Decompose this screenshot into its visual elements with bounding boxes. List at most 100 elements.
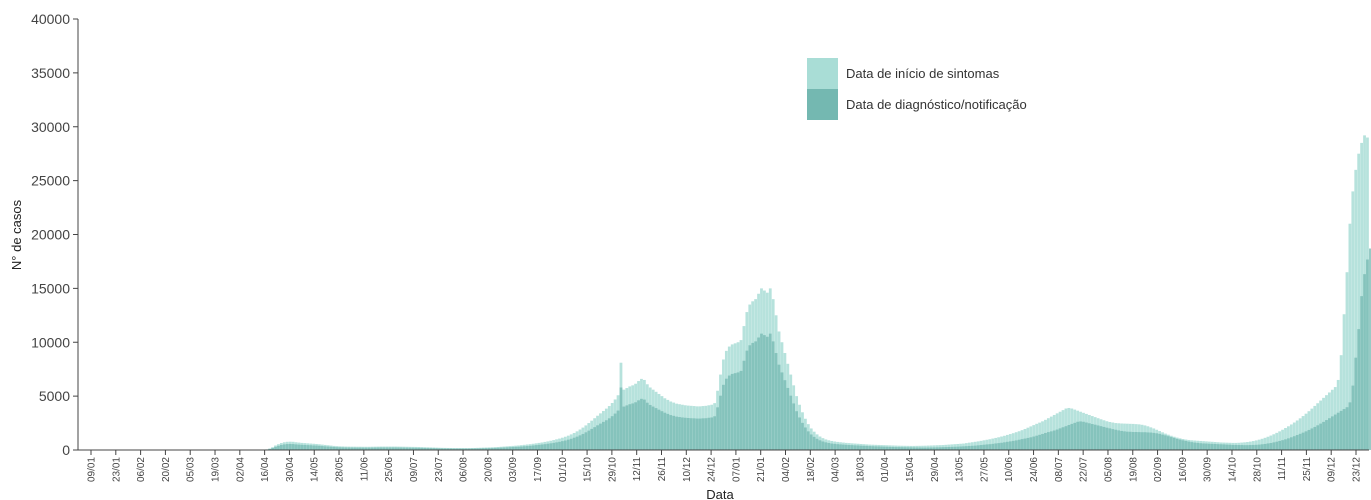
bar-diagnosis xyxy=(373,447,377,450)
bar-diagnosis xyxy=(780,372,784,450)
bar-diagnosis xyxy=(912,447,916,450)
bar-diagnosis xyxy=(306,445,310,450)
bar-diagnosis xyxy=(566,439,570,450)
bar-diagnosis xyxy=(1041,433,1044,450)
bar-diagnosis xyxy=(408,447,412,450)
bar-diagnosis xyxy=(581,433,585,450)
bar-diagnosis xyxy=(326,446,330,450)
bar-diagnosis xyxy=(502,447,506,450)
x-tick-label: 21/01 xyxy=(756,457,767,482)
bar-diagnosis xyxy=(929,447,933,450)
bar-diagnosis xyxy=(801,422,804,450)
x-tick-label: 11/06 xyxy=(359,457,370,482)
x-tick-label: 01/04 xyxy=(880,457,891,482)
bar-diagnosis xyxy=(279,444,283,450)
bar-diagnosis xyxy=(1090,424,1094,450)
bar-diagnosis xyxy=(505,447,509,450)
bar-diagnosis xyxy=(1316,425,1320,450)
bar-diagnosis xyxy=(525,446,529,450)
bar-diagnosis xyxy=(935,447,939,450)
bar-symptom-onset xyxy=(1281,429,1284,450)
bar-diagnosis xyxy=(610,416,614,450)
bar-diagnosis xyxy=(470,448,474,450)
bar-diagnosis xyxy=(426,448,430,450)
bar-diagnosis xyxy=(613,413,617,450)
bar-diagnosis xyxy=(291,444,295,450)
bar-diagnosis xyxy=(722,384,725,450)
bar-diagnosis xyxy=(739,370,743,450)
bar-diagnosis xyxy=(320,446,324,450)
y-tick-label: 35000 xyxy=(31,65,70,81)
bar-diagnosis xyxy=(569,438,573,450)
bar-diagnosis xyxy=(1000,442,1003,450)
bar-diagnosis xyxy=(973,445,977,450)
bar-diagnosis xyxy=(479,448,482,450)
bar-diagnosis xyxy=(1322,421,1325,450)
bar-diagnosis xyxy=(514,446,517,450)
bar-diagnosis xyxy=(1055,429,1059,450)
bar-diagnosis xyxy=(645,402,649,450)
bar-diagnosis xyxy=(651,406,655,450)
x-tick-label: 13/05 xyxy=(955,457,966,482)
bar-symptom-onset xyxy=(1351,191,1355,450)
bar-diagnosis xyxy=(962,446,965,450)
bar-symptom-onset xyxy=(1354,169,1358,450)
bar-diagnosis xyxy=(411,447,415,450)
bar-diagnosis xyxy=(1292,436,1296,450)
bar-diagnosis xyxy=(953,446,957,450)
bar-diagnosis xyxy=(318,445,321,450)
x-tick-label: 23/07 xyxy=(434,457,445,482)
bar-diagnosis xyxy=(1366,259,1369,450)
bar-diagnosis xyxy=(874,446,878,450)
bar-diagnosis xyxy=(716,407,719,450)
bar-diagnosis xyxy=(1360,296,1363,450)
bar-diagnosis xyxy=(777,364,781,450)
bar-diagnosis xyxy=(1213,443,1217,450)
legend-swatch-diagnosis xyxy=(807,89,838,120)
legend-label-diagnosis: Data de diagnóstico/notificação xyxy=(846,97,1027,112)
bar-diagnosis xyxy=(1298,433,1302,450)
bar-diagnosis xyxy=(1319,423,1323,450)
bar-diagnosis xyxy=(604,420,608,450)
bar-diagnosis xyxy=(724,378,728,450)
bar-diagnosis xyxy=(364,447,368,450)
bar-diagnosis xyxy=(979,445,983,450)
bar-diagnosis xyxy=(1023,438,1027,450)
bar-diagnosis xyxy=(1278,440,1282,450)
bar-diagnosis xyxy=(484,448,488,450)
x-tick-label: 10/06 xyxy=(1004,457,1015,482)
bar-diagnosis xyxy=(648,404,652,450)
bar-symptom-onset xyxy=(1287,426,1290,450)
y-tick-label: 30000 xyxy=(31,119,70,135)
bar-diagnosis xyxy=(452,448,456,450)
bar-diagnosis xyxy=(1117,430,1121,450)
bar-diagnosis xyxy=(1266,443,1270,450)
y-axis-label: N° de casos xyxy=(9,199,24,270)
bar-diagnosis xyxy=(1046,432,1050,450)
y-tick-label: 40000 xyxy=(31,11,70,27)
y-tick-label: 20000 xyxy=(31,227,70,243)
bar-diagnosis xyxy=(341,447,345,450)
bar-diagnosis xyxy=(985,444,989,450)
bar-diagnosis xyxy=(941,447,945,450)
bar-diagnosis xyxy=(903,447,907,450)
x-tick-label: 19/03 xyxy=(211,457,222,482)
bar-diagnosis xyxy=(1120,430,1123,450)
legend: Data de início de sintomas Data de diagn… xyxy=(807,58,1027,120)
bar-diagnosis xyxy=(871,446,875,450)
bar-diagnosis xyxy=(361,447,365,450)
bar-diagnosis xyxy=(1134,432,1138,450)
bar-diagnosis xyxy=(1146,432,1150,450)
bar-diagnosis xyxy=(1216,444,1220,450)
legend-label-symptom-onset: Data de início de sintomas xyxy=(846,66,1000,81)
bar-diagnosis xyxy=(1301,432,1305,450)
x-tick-label: 02/04 xyxy=(235,457,246,482)
bar-diagnosis xyxy=(1178,439,1182,450)
bar-diagnosis xyxy=(1067,425,1071,450)
bar-diagnosis xyxy=(1354,357,1358,450)
bar-diagnosis xyxy=(757,337,760,450)
bar-diagnosis xyxy=(1111,429,1115,450)
bar-diagnosis xyxy=(1313,426,1317,450)
bar-diagnosis xyxy=(947,446,951,450)
bar-diagnosis xyxy=(277,445,280,450)
